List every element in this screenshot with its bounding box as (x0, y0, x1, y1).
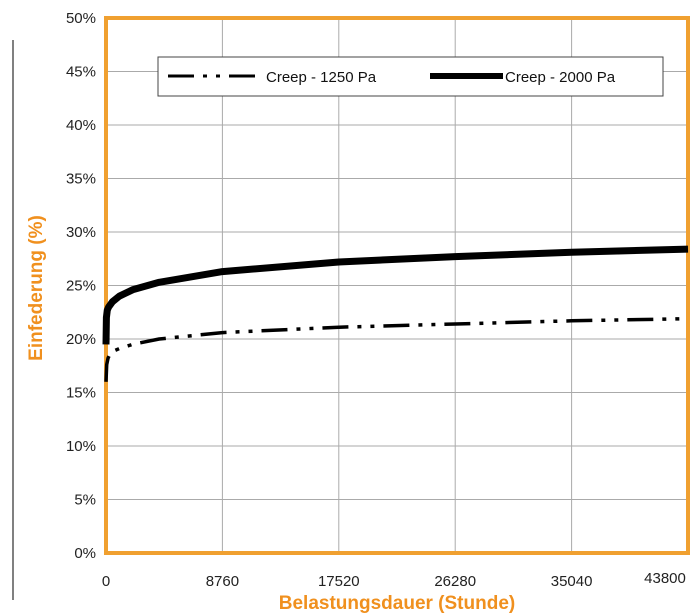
legend-label-creep-1250: Creep - 1250 Pa (266, 69, 377, 86)
legend-label-creep-2000: Creep - 2000 Pa (505, 69, 616, 86)
y-tick-label: 10% (66, 438, 96, 455)
series-lines (102, 245, 689, 382)
x-tick-label: 8760 (206, 573, 239, 590)
grid (105, 17, 689, 554)
y-axis-title: Einfederung (%) (26, 215, 47, 361)
y-tick-label: 40% (66, 117, 96, 134)
y-tick-label: 35% (66, 171, 96, 188)
y-tick-label: 50% (66, 10, 96, 27)
y-tick-label: 0% (74, 545, 96, 562)
y-tick-label: 45% (66, 64, 96, 81)
x-tick-label: 43800 (644, 570, 686, 587)
y-tick-label: 15% (66, 385, 96, 402)
y-tick-label: 5% (74, 492, 96, 509)
y-tick-label: 25% (66, 278, 96, 295)
x-tick-label: 17520 (318, 573, 360, 590)
y-tick-label: 30% (66, 224, 96, 241)
y-tick-labels: 0% 5% 10% 15% 20% 25% 30% 35% 40% 45% 50% (66, 10, 96, 562)
y-tick-label: 20% (66, 331, 96, 348)
x-axis-title: Belastungsdauer (Stunde) (279, 593, 515, 614)
x-tick-label: 35040 (551, 573, 593, 590)
series-line-1 (102, 245, 689, 345)
x-tick-label: 26280 (434, 573, 476, 590)
plot-border (104, 16, 690, 555)
x-tick-labels: 0 8760 17520 26280 35040 43800 (102, 570, 686, 590)
legend: Creep - 1250 Pa Creep - 2000 Pa (157, 56, 664, 97)
series-line-0 (104, 316, 689, 382)
x-tick-label: 0 (102, 573, 110, 590)
